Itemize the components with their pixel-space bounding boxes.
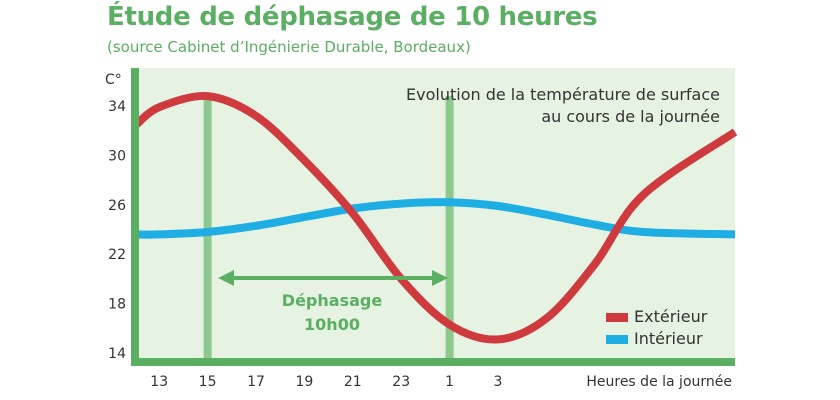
guide-line-interieur-max xyxy=(445,96,454,362)
legend-label-interieur: Intérieur xyxy=(634,329,703,348)
x-tick-label: 15 xyxy=(199,374,217,390)
y-axis-label: C° xyxy=(105,72,122,88)
y-tick-label: 22 xyxy=(108,247,126,263)
phase-label-line-1: Déphasage xyxy=(282,291,383,310)
y-tick-label: 30 xyxy=(108,148,126,164)
series-line-interieur xyxy=(134,198,736,239)
x-tick-label: 19 xyxy=(295,374,313,390)
chart-title: Étude de déphasage de 10 heures xyxy=(107,2,598,32)
y-tick-label: 34 xyxy=(108,99,126,115)
chart-subtitle: (source Cabinet d’Ingénierie Durable, Bo… xyxy=(107,38,471,56)
x-tick-label: 1 xyxy=(445,374,454,390)
x-tick-label: 3 xyxy=(494,374,503,390)
phase-arrow-left-head xyxy=(218,270,234,286)
x-tick-label: 17 xyxy=(247,374,265,390)
phase-arrow-right-head xyxy=(432,270,448,286)
y-axis-line xyxy=(131,68,139,366)
y-tick-label: 18 xyxy=(108,297,126,313)
x-tick-label: 21 xyxy=(344,374,362,390)
x-tick-label: 23 xyxy=(392,374,410,390)
x-tick-label: 13 xyxy=(150,374,168,390)
legend-label-exterieur: Extérieur xyxy=(634,307,708,326)
x-axis-line xyxy=(131,358,735,366)
legend-swatch-exterieur xyxy=(606,313,628,322)
annotation-line-2: au cours de la journée xyxy=(541,107,720,126)
y-tick-label: 26 xyxy=(108,198,126,214)
phase-label-line-2: 10h00 xyxy=(304,315,360,334)
annotation-line-1: Evolution de la température de surface xyxy=(406,85,720,104)
y-tick-label: 14 xyxy=(108,346,126,362)
legend-swatch-interieur xyxy=(606,335,628,344)
series-line-exterieur xyxy=(132,91,738,344)
x-axis-label: Heures de la journée xyxy=(586,374,732,390)
